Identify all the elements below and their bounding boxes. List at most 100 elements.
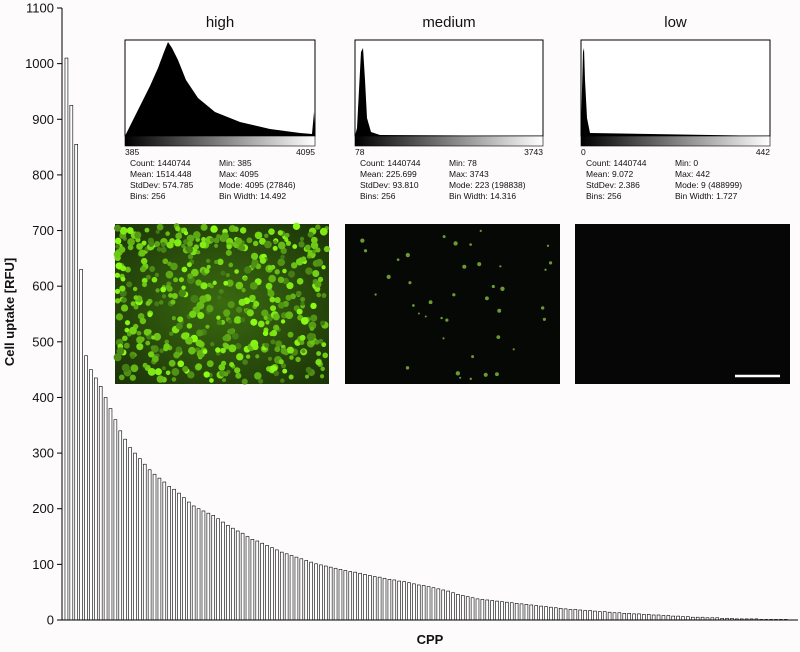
cell	[263, 315, 268, 320]
bar	[573, 609, 578, 621]
cell	[187, 240, 193, 247]
cell	[312, 270, 320, 278]
y-tick-label: 800	[32, 167, 54, 182]
bar	[554, 607, 558, 621]
cell	[542, 317, 546, 321]
cell	[241, 288, 246, 293]
bar	[255, 540, 260, 621]
histogram-frame	[354, 39, 544, 137]
cell	[245, 354, 251, 359]
cell	[196, 329, 204, 337]
cell	[300, 296, 306, 302]
cell	[116, 347, 125, 356]
bar	[231, 527, 235, 621]
cell	[285, 294, 292, 301]
bar	[94, 377, 98, 621]
cell	[292, 222, 301, 230]
cell	[304, 244, 311, 251]
cell	[202, 349, 208, 355]
cell	[228, 262, 234, 268]
micrograph	[345, 224, 560, 384]
bar	[651, 614, 656, 621]
cells	[360, 229, 553, 381]
cell	[483, 372, 488, 377]
cell	[469, 243, 472, 246]
cell	[269, 296, 276, 303]
cell	[155, 229, 160, 234]
stat: Count: 1440744	[586, 158, 647, 168]
cell	[188, 346, 196, 355]
cell	[363, 249, 368, 253]
bar	[461, 595, 465, 621]
bar	[333, 567, 338, 621]
cells	[113, 222, 330, 385]
cell	[305, 366, 312, 373]
bar	[128, 447, 132, 621]
bar	[387, 579, 392, 621]
cell	[129, 326, 137, 335]
cell	[235, 281, 244, 290]
bar	[162, 481, 167, 621]
cell	[155, 288, 160, 293]
bar	[598, 611, 602, 621]
cell	[255, 354, 260, 359]
cell	[315, 359, 322, 366]
cell	[319, 227, 328, 236]
cell	[133, 295, 139, 301]
cell	[512, 348, 515, 351]
cell	[462, 264, 467, 269]
cell	[216, 234, 221, 239]
bar	[558, 608, 563, 621]
cell	[223, 343, 230, 350]
cell	[314, 280, 322, 288]
bar	[79, 269, 83, 621]
cell	[386, 274, 391, 280]
cell	[139, 266, 147, 273]
stat: Max: 442	[675, 169, 710, 179]
cell	[274, 297, 281, 304]
bar	[133, 452, 137, 621]
cell	[213, 237, 220, 244]
cell	[204, 268, 210, 274]
cell	[190, 294, 199, 303]
cell	[181, 243, 186, 249]
cell	[304, 374, 310, 379]
cell	[206, 264, 211, 269]
cell	[238, 244, 246, 252]
cell	[249, 282, 258, 290]
cell	[214, 243, 219, 248]
cell	[268, 228, 275, 235]
cell	[154, 301, 160, 307]
cell	[196, 301, 205, 310]
cell	[209, 378, 214, 383]
bar	[612, 612, 617, 621]
cell	[196, 250, 201, 255]
cell	[500, 286, 505, 291]
stat: Max: 4095	[219, 169, 259, 179]
cell	[195, 363, 203, 371]
cell	[315, 247, 321, 253]
bar	[64, 57, 69, 621]
bar	[294, 556, 299, 621]
cell	[127, 238, 135, 246]
cell	[243, 276, 248, 281]
cell	[144, 227, 150, 233]
cell	[225, 249, 232, 256]
cell	[135, 237, 141, 243]
cell	[316, 351, 322, 356]
cell	[164, 339, 169, 345]
cell	[265, 320, 270, 325]
cell	[257, 320, 265, 328]
bar	[436, 588, 441, 621]
bar	[235, 530, 240, 621]
cell	[181, 266, 188, 273]
bar	[617, 612, 622, 621]
stat: Bin Width: 14.316	[449, 191, 516, 201]
cell	[193, 244, 199, 250]
cell	[244, 266, 252, 274]
cell	[220, 270, 226, 276]
cell	[154, 241, 161, 247]
bar	[353, 571, 357, 621]
bar	[637, 613, 641, 621]
